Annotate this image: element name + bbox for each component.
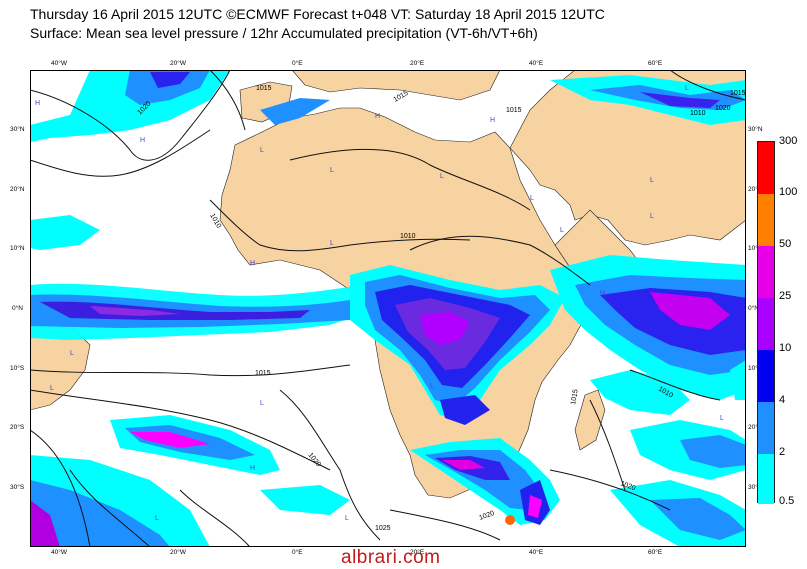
pressure-center: L	[70, 350, 74, 357]
pressure-center: L	[330, 167, 334, 174]
legend-color-4	[758, 402, 774, 454]
pressure-center: L	[50, 385, 54, 392]
lon-label-20w-top: 20°W	[170, 60, 186, 67]
pressure-center: H	[250, 260, 255, 267]
lon-label-40e-bottom: 40°E	[529, 549, 544, 556]
lat-label-30s-right: 30°S	[748, 484, 763, 491]
pressure-center: H	[35, 100, 40, 107]
isobar-label: 1020	[619, 480, 636, 492]
lat-label-10s-left: 10°S	[10, 365, 25, 372]
lon-label-40w-top: 40°W	[51, 60, 67, 67]
legend-color-25	[758, 298, 774, 350]
legend-color-10	[758, 350, 774, 402]
pressure-center: H	[250, 465, 255, 472]
lon-label-20e-top: 20°E	[410, 60, 425, 67]
pressure-center: L	[330, 240, 334, 247]
lat-label-10s-right: 10°S	[748, 365, 763, 372]
legend-label-4: 4	[779, 394, 786, 406]
legend-label-50: 50	[779, 238, 792, 250]
pressure-center: L	[530, 195, 534, 202]
pressure-center: H	[375, 113, 380, 120]
legend-label-100: 100	[779, 186, 798, 198]
pressure-center: L	[650, 213, 654, 220]
pressure-center: L	[440, 173, 444, 180]
lon-label-20w-bottom: 20°W	[170, 549, 186, 556]
lon-label-40e-top: 40°E	[529, 60, 544, 67]
pressure-center: L	[720, 415, 724, 422]
pressure-center: L	[345, 515, 349, 522]
lon-label-20e-bottom: 20°E	[410, 549, 425, 556]
legend-label-0-5: 0.5	[779, 495, 795, 507]
lat-label-30n-left: 30°N	[10, 126, 25, 133]
isobar-label: 1025	[375, 525, 391, 532]
lat-label-20n-right: 20°N	[748, 186, 763, 193]
legend-color-2	[758, 454, 774, 504]
isobar-label: 1015	[730, 90, 746, 97]
isobar-label: 1010	[400, 233, 416, 240]
pressure-center: L	[260, 400, 264, 407]
pressure-center: H	[600, 290, 605, 297]
pressure-centers: H H L H L L H L L L L H L L L L L L L H …	[35, 85, 724, 522]
lat-label-10n-left: 10°N	[10, 245, 25, 252]
isobar-label: 1010	[690, 110, 706, 117]
isobar-label: 1015	[256, 85, 272, 92]
lat-label-20s-left: 20°S	[10, 424, 25, 431]
isobar-label: 1015	[506, 107, 522, 114]
legend-color-300	[758, 142, 774, 194]
pressure-center: L	[260, 147, 264, 154]
lon-label-60e-bottom: 60°E	[648, 549, 663, 556]
lon-label-40w-bottom: 40°W	[51, 549, 67, 556]
legend-label-300: 300	[779, 135, 798, 147]
legend-color-50	[758, 246, 774, 298]
isobar-label: 1015	[570, 389, 580, 406]
forecast-subtitle: Surface: Mean sea level pressure / 12hr …	[30, 25, 538, 41]
lon-label-0e-top: 0°E	[292, 60, 303, 67]
legend-label-2: 2	[779, 446, 786, 458]
lat-label-20n-left: 20°N	[10, 186, 25, 193]
watermark-albrari: albrari.com	[341, 547, 441, 568]
forecast-map: 1020 1015 1015 1015 1010 1010 1010 1015 …	[30, 70, 746, 547]
pressure-center: L	[560, 227, 564, 234]
land-madagascar	[574, 389, 606, 451]
lon-label-60e-top: 60°E	[648, 60, 663, 67]
land-europe	[291, 70, 501, 101]
legend-label-10: 10	[779, 342, 792, 354]
lat-label-0n-right: 0°N	[748, 305, 759, 312]
legend-label-25: 25	[779, 290, 792, 302]
isobars	[30, 70, 746, 547]
lon-label-0e-bottom: 0°E	[292, 549, 303, 556]
forecast-title: Thursday 16 April 2015 12UTC ©ECMWF Fore…	[30, 6, 605, 22]
pressure-center: L	[430, 383, 434, 390]
isobar-label: 1020	[478, 510, 495, 522]
lat-label-20s-right: 20°S	[748, 424, 763, 431]
lat-label-30s-left: 30°S	[10, 484, 25, 491]
pressure-center: L	[685, 85, 689, 92]
legend-color-100	[758, 194, 774, 246]
lat-label-0n-left: 0°N	[12, 305, 23, 312]
pressure-center: H	[140, 137, 145, 144]
pressure-center: L	[470, 320, 474, 327]
isobar-label: 1015	[255, 370, 271, 377]
precipitation-layer	[30, 70, 746, 547]
pressure-center: H	[490, 117, 495, 124]
isobar-label: 1020	[715, 105, 731, 112]
precip-legend-bar	[757, 141, 775, 504]
pressure-center: L	[650, 177, 654, 184]
pressure-center: L	[155, 515, 159, 522]
lat-label-30n-right: 30°N	[748, 126, 763, 133]
lat-label-10n-right: 10°N	[748, 245, 763, 252]
